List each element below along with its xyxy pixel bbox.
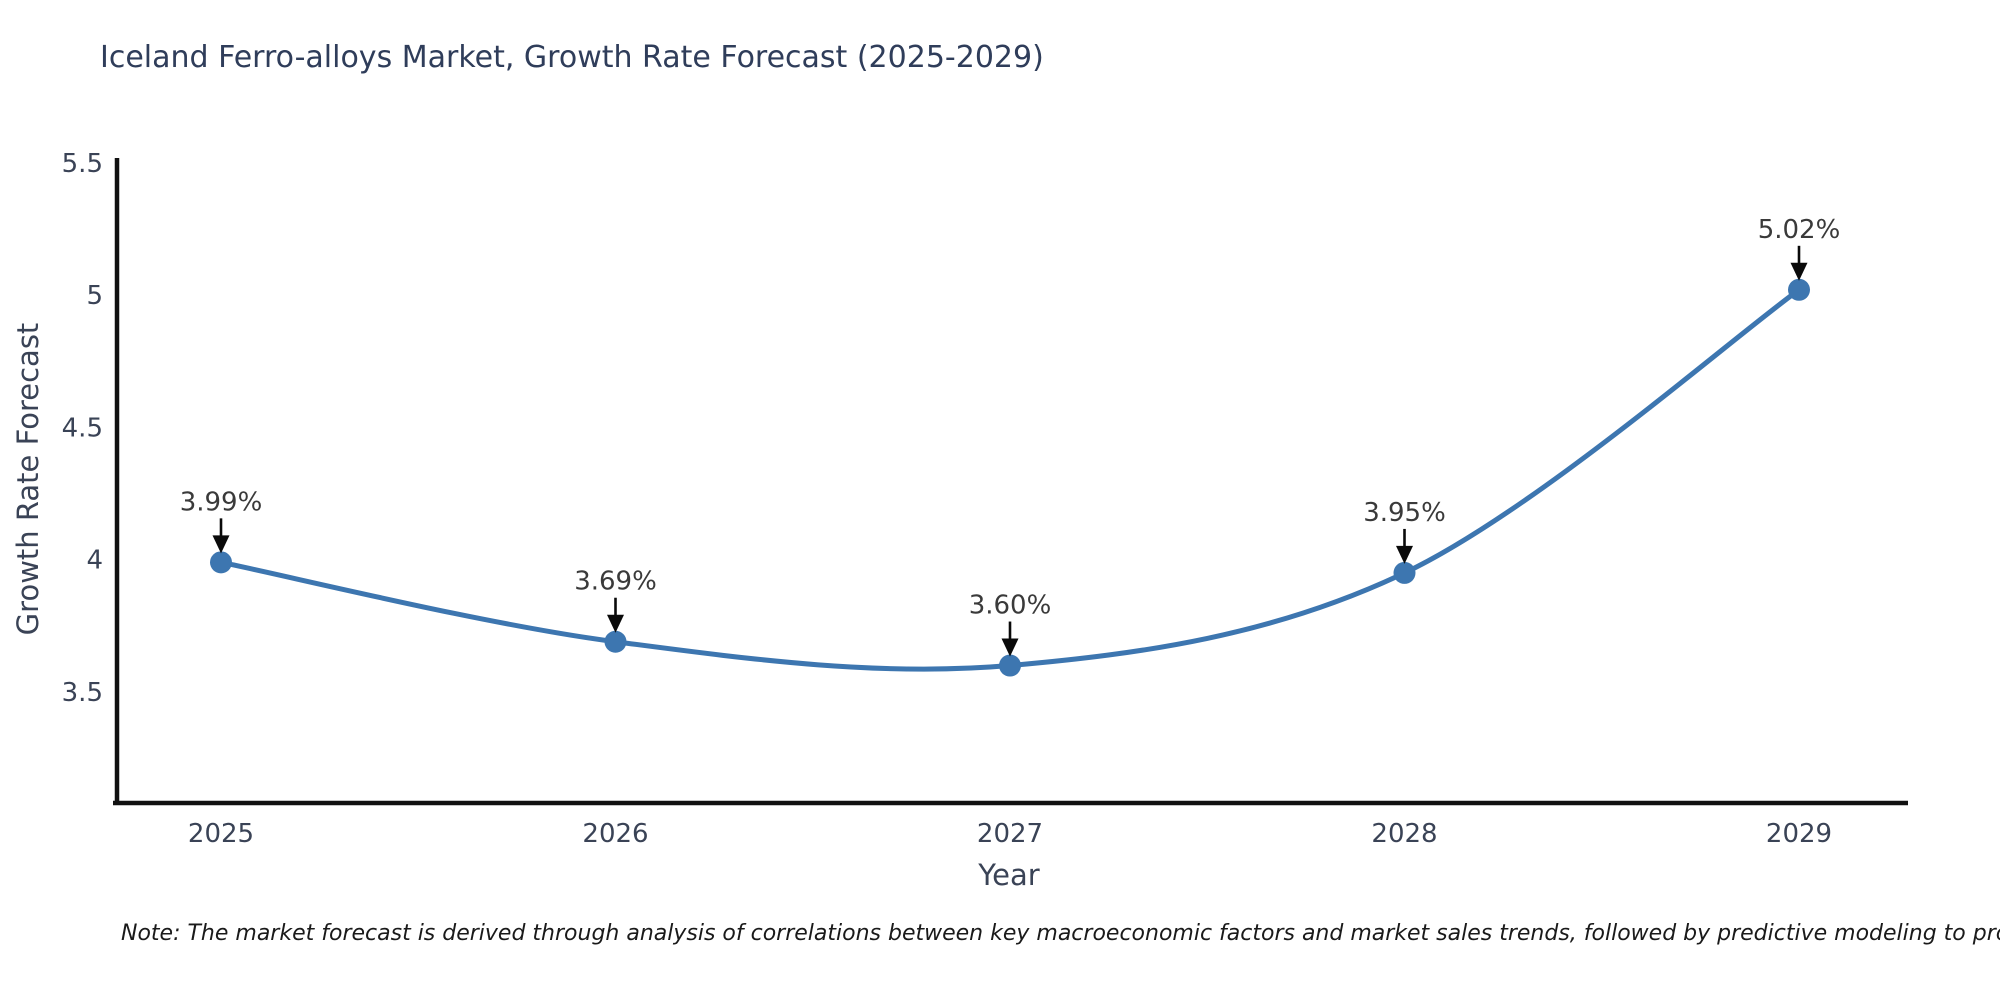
annotation-arrowhead (1396, 545, 1413, 564)
annotation-arrowhead (607, 614, 624, 633)
annotation-arrowhead (212, 535, 230, 554)
data-point-label: 3.99% (180, 487, 263, 517)
x-axis-title: Year (978, 858, 1040, 892)
chart-title: Iceland Ferro-alloys Market, Growth Rate… (100, 40, 1044, 75)
y-tick-label: 5 (86, 281, 103, 311)
data-point-label: 3.60% (969, 591, 1052, 621)
data-point-marker (999, 654, 1021, 677)
x-tick-label: 2029 (1766, 819, 1832, 849)
y-tick-label: 5.5 (62, 149, 103, 179)
data-point-marker (604, 630, 627, 653)
data-point-marker (210, 551, 232, 574)
y-tick-label: 4.5 (62, 413, 103, 443)
x-tick-label: 2027 (977, 819, 1043, 849)
annotation-arrowhead (1001, 638, 1019, 657)
data-point-label: 3.69% (574, 567, 657, 597)
annotation-arrowhead (1790, 262, 1808, 281)
data-point-label: 3.95% (1363, 498, 1446, 528)
x-tick-label: 2028 (1371, 819, 1437, 849)
y-tick-label: 4 (86, 546, 103, 576)
data-point-marker (1788, 278, 1810, 301)
footnote: Note: The market forecast is derived thr… (121, 921, 2000, 946)
x-tick-label: 2026 (582, 819, 648, 849)
y-tick-label: 3.5 (62, 678, 103, 708)
data-point-label: 5.02% (1758, 215, 1841, 245)
x-tick-label: 2025 (188, 819, 254, 849)
data-point-marker (1393, 561, 1416, 584)
